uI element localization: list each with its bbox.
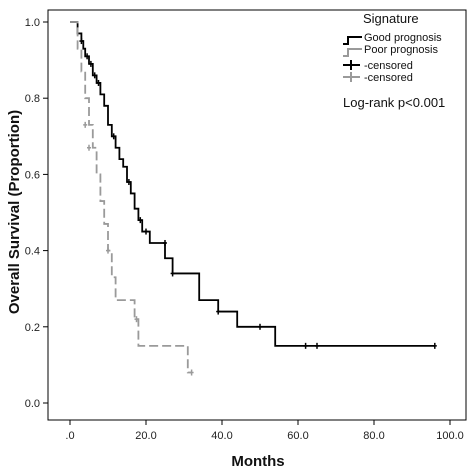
legend-label-censored-good: -censored xyxy=(364,60,413,72)
good-prognosis-censored-mark xyxy=(79,38,84,45)
poor-prognosis-censored-mark xyxy=(83,121,88,128)
poor-prognosis-censored-mark xyxy=(87,144,91,151)
good-prognosis-censored-mark xyxy=(85,53,90,60)
good-prognosis-censored-mark xyxy=(258,323,262,330)
axis-layer: .0 20.0 40.0 60.0 80.0 100.0 0.0 0.2 0.4 0.6 0.8 1.… xyxy=(25,17,464,442)
y-tick-label: 0.8 xyxy=(25,93,40,105)
good-prognosis-censored-mark xyxy=(138,217,143,224)
x-tick-label: 100.0 xyxy=(436,430,464,442)
plot-frame xyxy=(47,9,467,421)
legend-swatch-poor xyxy=(343,48,362,57)
y-axis-title: Overall Survival (Proportion) xyxy=(6,110,23,314)
legend-swatch-good xyxy=(343,36,362,45)
good-prognosis-censored-mark xyxy=(315,342,319,349)
y-tick-label: 1.0 xyxy=(25,17,40,29)
good-prognosis-censored-mark xyxy=(111,133,116,140)
good-prognosis-censored-mark xyxy=(92,72,97,79)
y-tick-label: 0.6 xyxy=(25,169,40,181)
legend: Signature Good prognosis Poor prognosis … xyxy=(343,11,442,84)
good-prognosis-censored-mark xyxy=(88,60,93,67)
good-prognosis-censored-mark xyxy=(163,239,167,246)
poor-prognosis-censored-mark xyxy=(134,316,139,323)
x-tick-label: 60.0 xyxy=(287,430,308,442)
good-prognosis-censored-mark xyxy=(126,179,131,186)
good-prognosis-censored-mark xyxy=(432,342,437,349)
legend-label-poor: Poor prognosis xyxy=(364,44,438,56)
good-prognosis-censored-mark xyxy=(144,228,148,235)
x-axis-title: Months xyxy=(231,453,284,469)
log-rank-annotation: Log-rank p<0.001 xyxy=(343,95,445,110)
x-tick-label: 80.0 xyxy=(363,430,384,442)
x-tick-label: 20.0 xyxy=(135,430,156,442)
poor-prognosis-censored-mark xyxy=(189,369,194,376)
series-layer xyxy=(70,21,437,376)
y-tick-label: 0.2 xyxy=(25,322,40,334)
x-tick-label: .0 xyxy=(65,430,74,442)
y-tick-label: 0.0 xyxy=(25,398,40,410)
poor-prognosis-censored-mark xyxy=(106,247,110,254)
good-prognosis-censored-mark xyxy=(170,270,175,277)
legend-label-censored-poor: -censored xyxy=(364,72,413,84)
good-prognosis-censored-mark xyxy=(216,308,221,315)
good-prognosis-censored-mark xyxy=(96,79,101,86)
legend-label-good: Good prognosis xyxy=(364,32,442,44)
x-tick-label: 40.0 xyxy=(211,430,232,442)
y-tick-label: 0.4 xyxy=(25,246,40,258)
poor-prognosis-survival-line xyxy=(70,21,192,374)
good-prognosis-censored-mark xyxy=(303,342,308,349)
legend-title: Signature xyxy=(363,11,419,26)
